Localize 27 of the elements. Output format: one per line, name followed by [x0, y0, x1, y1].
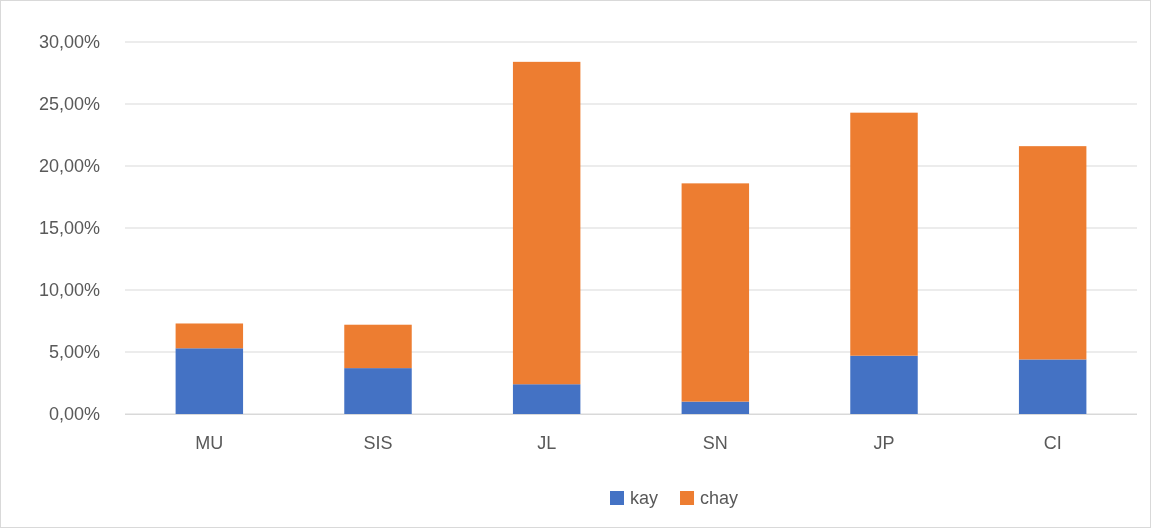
legend-label: chay — [700, 488, 739, 508]
bar — [1018, 146, 1087, 360]
bar — [344, 368, 412, 414]
bar — [512, 61, 581, 385]
y-tick-label: 25,00% — [38, 94, 100, 115]
x-tick-label: MU — [195, 432, 224, 453]
y-tick-label: 10,00% — [38, 280, 100, 301]
y-tick-label: 5,00% — [48, 342, 100, 363]
bar — [175, 348, 244, 414]
y-tick-label: 20,00% — [38, 156, 100, 177]
x-tick-label: JL — [537, 432, 557, 453]
bar — [850, 112, 918, 356]
y-tick-label: 30,00% — [38, 32, 100, 53]
x-tick-label: JP — [873, 432, 895, 453]
bar — [512, 384, 581, 414]
bar — [850, 355, 918, 414]
y-tick-label: 15,00% — [38, 218, 100, 239]
y-tick-label: 0,00% — [48, 404, 100, 425]
bar — [344, 324, 412, 369]
bar — [681, 401, 750, 414]
x-tick-label: CI — [1043, 432, 1062, 453]
legend-label: kay — [630, 488, 659, 508]
bar — [175, 323, 244, 349]
bar — [681, 183, 750, 402]
bar — [1018, 359, 1087, 414]
x-tick-label: SN — [702, 432, 728, 453]
x-tick-label: SIS — [363, 432, 393, 453]
